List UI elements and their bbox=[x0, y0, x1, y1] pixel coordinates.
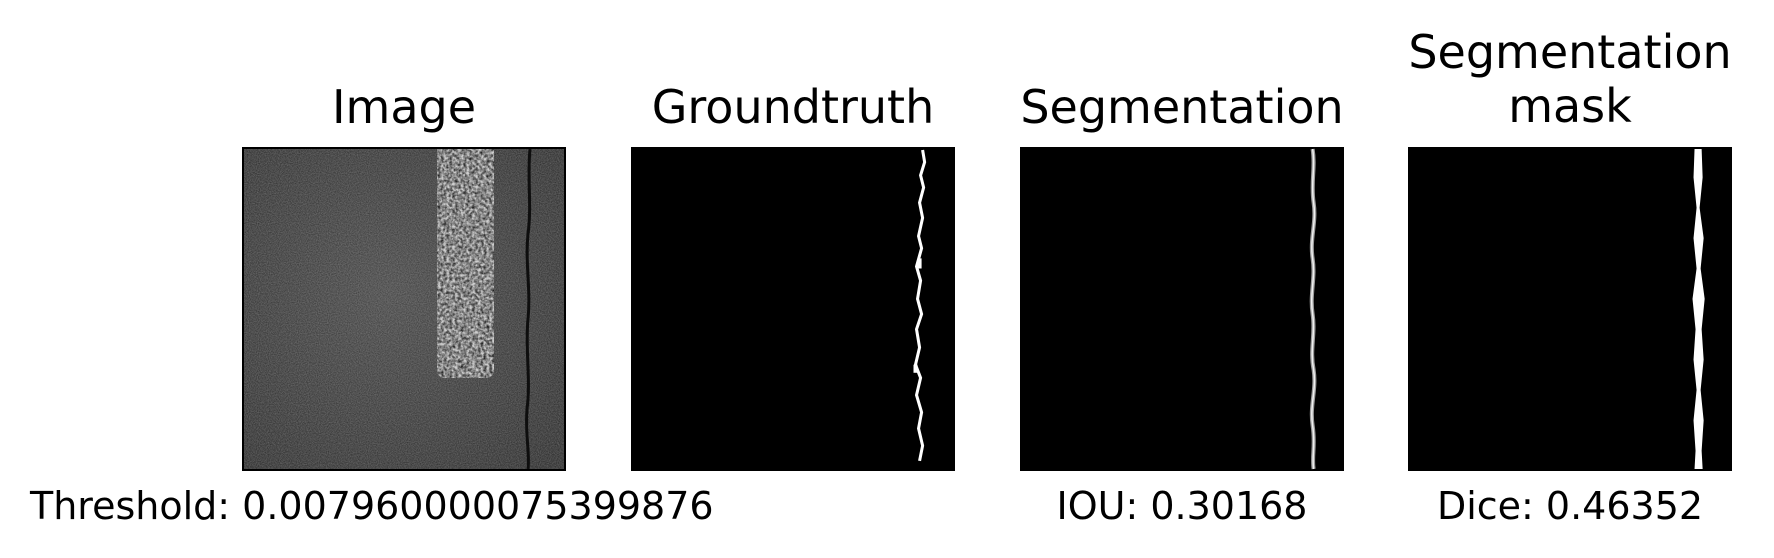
segmentation-title: Segmentation bbox=[1020, 80, 1344, 134]
segmentation-mask-crack bbox=[1692, 149, 1705, 469]
segmentation-mask-title-line2: mask bbox=[1508, 79, 1632, 133]
segmentation-graphic bbox=[1309, 148, 1317, 470]
groundtruth-crack bbox=[913, 149, 927, 462]
road-image-panel bbox=[242, 147, 566, 471]
segmentation-panel bbox=[1020, 147, 1344, 471]
groundtruth-graphic bbox=[913, 149, 927, 462]
road-image-graphic bbox=[244, 149, 564, 469]
crack-line bbox=[525, 149, 532, 469]
groundtruth-panel bbox=[631, 147, 955, 471]
iou-caption: IOU: 0.30168 bbox=[1056, 484, 1308, 528]
threshold-caption: Threshold: 0.007960000075399876 bbox=[30, 484, 714, 528]
groundtruth-title: Groundtruth bbox=[651, 80, 935, 134]
segmentation-mask-title-line1: Segmentation bbox=[1408, 25, 1732, 79]
segmentation-mask-panel bbox=[1408, 147, 1732, 471]
segmentation-mask-title: Segmentation mask bbox=[1380, 25, 1760, 133]
segmentation-mask-graphic bbox=[1692, 149, 1705, 469]
dice-caption: Dice: 0.46352 bbox=[1436, 484, 1704, 528]
image-title: Image bbox=[331, 80, 477, 134]
